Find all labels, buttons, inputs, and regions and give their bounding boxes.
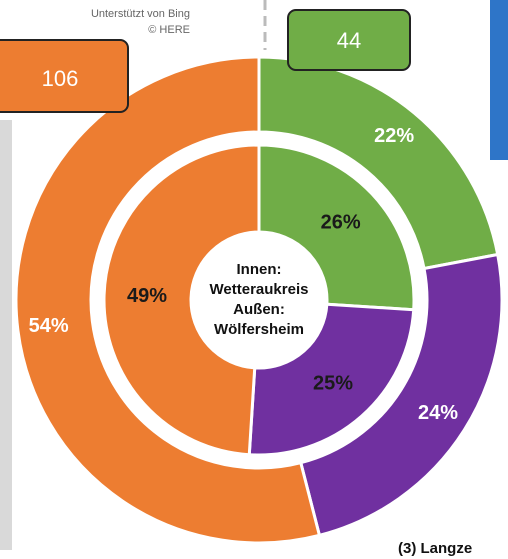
callout-box <box>0 39 129 113</box>
attribution: © HERE <box>148 24 190 36</box>
side-panel <box>490 0 508 160</box>
donut: 26% 25% 49% 22% 24% 54% <box>14 55 504 545</box>
wedge <box>257 143 416 312</box>
center <box>191 232 327 368</box>
center-label: Innen: <box>237 261 282 278</box>
callout: 106 <box>42 66 79 91</box>
value-label: 22% <box>374 125 414 147</box>
wedge <box>298 252 504 538</box>
center-label: Außen: <box>233 301 285 318</box>
wedge <box>14 55 322 545</box>
callout-box <box>287 9 411 71</box>
value-label: 26% <box>321 212 361 234</box>
center-label: Wetteraukreis <box>210 281 309 298</box>
callout: 44 <box>337 28 361 53</box>
value-label: 24% <box>418 402 458 424</box>
center-label: Wölfersheim <box>214 321 304 338</box>
caption: (3) Langze <box>398 540 472 557</box>
map-edge <box>0 120 12 550</box>
value-label: 54% <box>29 315 69 337</box>
attribution: Unterstützt von Bing <box>91 8 190 20</box>
value-label: 25% <box>313 372 353 394</box>
value-label: 49% <box>127 285 167 307</box>
